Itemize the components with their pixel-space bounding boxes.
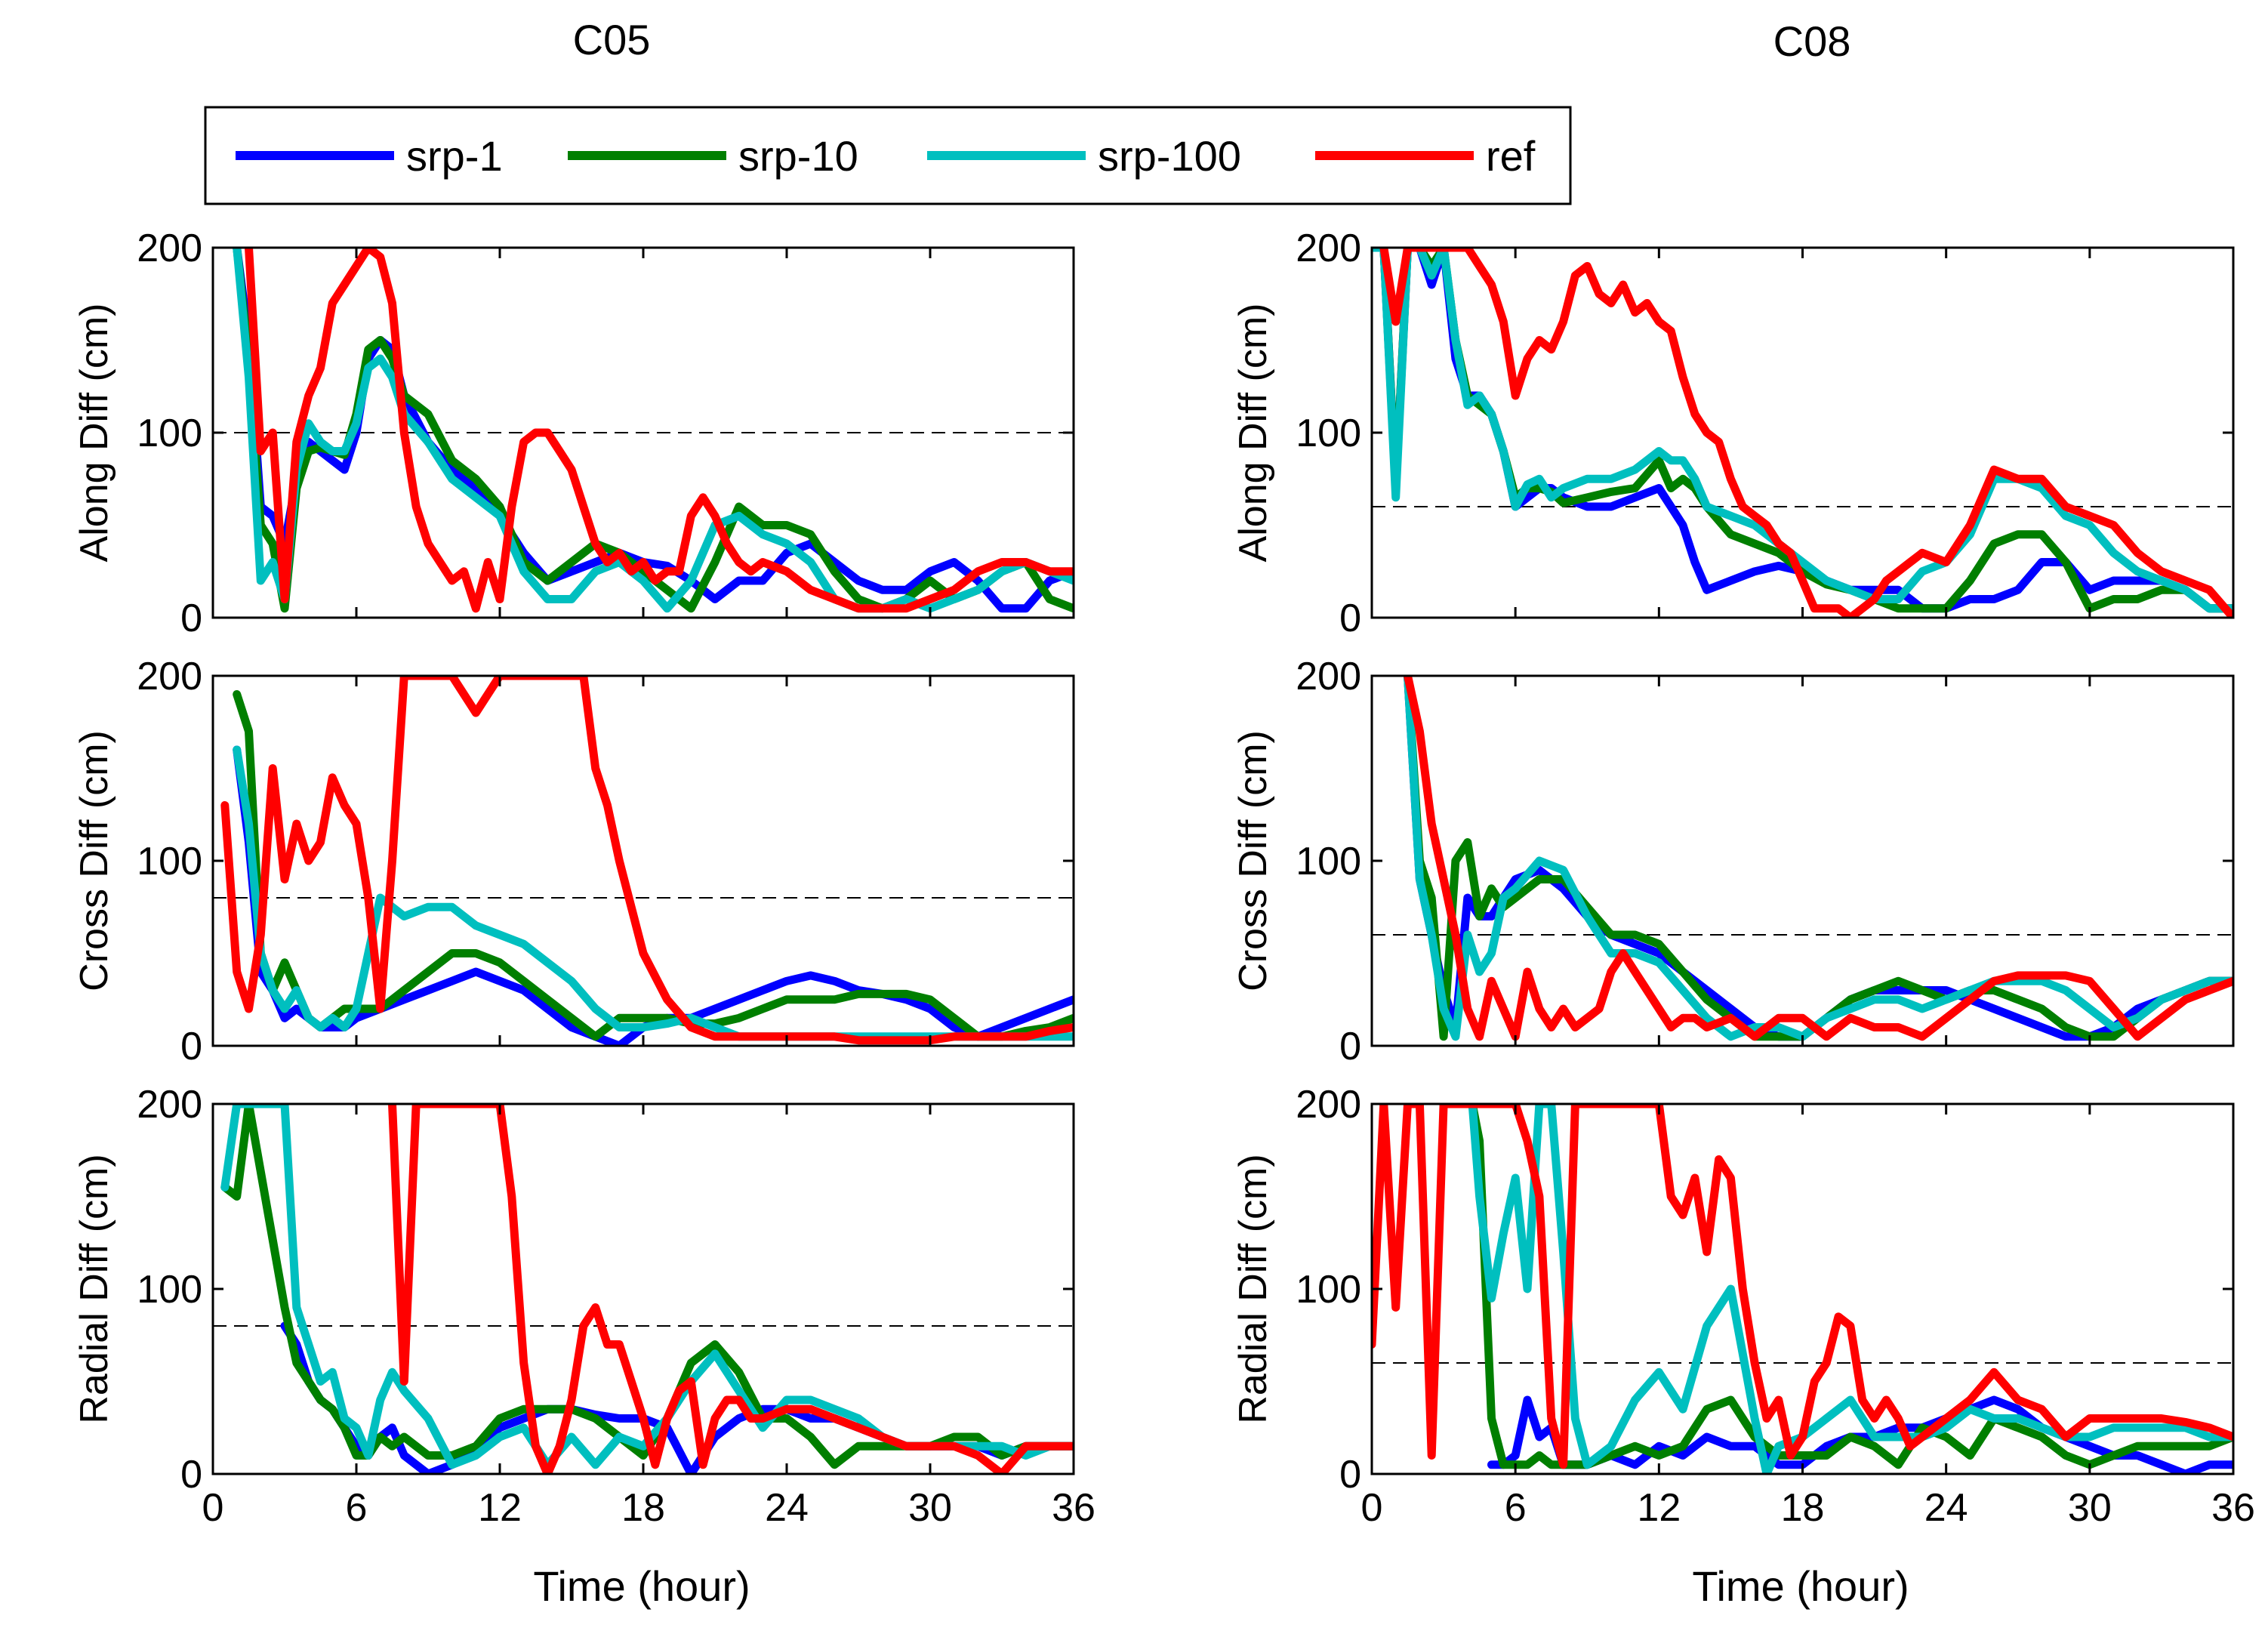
series-line-srp-10 [1404, 676, 2233, 1041]
y-tick-label: 200 [1296, 1083, 1361, 1127]
legend-label-srp-1: srp-1 [406, 132, 503, 180]
column-title-c08: C08 [1773, 17, 1851, 65]
y-tick-label: 200 [137, 655, 202, 698]
series-line-srp-100 [1372, 248, 2233, 613]
panel-c05-radial: 0 100 200 0 6 12 18 24 30 36 Radial Diff (cm) [72, 1083, 1095, 1530]
x-tick-label: 12 [478, 1486, 522, 1530]
y-tick-label: 0 [1339, 1025, 1361, 1068]
x-tick-label: 0 [202, 1486, 224, 1530]
x-tick-label: 24 [765, 1486, 809, 1530]
x-tick-label: 6 [1505, 1486, 1527, 1530]
y-axis-label: Along Diff (cm) [1231, 304, 1275, 563]
legend-label-srp-100: srp-100 [1098, 132, 1241, 180]
x-tick-label: 24 [1924, 1486, 1968, 1530]
panel-c08-cross: 0 100 200 Cross Diff (cm) [1231, 655, 2235, 1068]
series-group [220, 676, 1074, 1046]
panel-c08-along: 0 100 200 Along Diff (cm) [1231, 227, 2235, 640]
y-tick-label: 200 [1296, 655, 1361, 698]
y-tick-label: 0 [180, 597, 202, 640]
legend-label-srp-10: srp-10 [738, 132, 858, 180]
series-group [220, 1104, 1074, 1474]
x-tick-label: 30 [2068, 1486, 2112, 1530]
panel-c05-cross: 0 100 200 Cross Diff (cm) [72, 655, 1075, 1068]
x-tick-label: 6 [346, 1486, 368, 1530]
y-tick-label: 100 [137, 840, 202, 883]
y-axis-label: Along Diff (cm) [72, 304, 116, 563]
y-tick-label: 0 [180, 1453, 202, 1497]
y-tick-label: 100 [137, 412, 202, 455]
y-tick-label: 100 [137, 1268, 202, 1312]
plot-area [1372, 248, 2233, 618]
panel-c05-along: 0 100 200 Along Diff (cm) [72, 227, 1075, 640]
x-axis-label-c08: Time (hour) [1692, 1562, 1909, 1610]
series-line-srp-100 [1468, 1104, 2233, 1474]
panel-c08-radial: 0 100 200 0 6 12 18 24 30 36 Radial Diff (cm) [1231, 1083, 2255, 1530]
plot-area [1372, 1104, 2233, 1474]
series-line-ref [220, 676, 1074, 1045]
x-tick-label: 12 [1637, 1486, 1681, 1530]
y-axis-label: Cross Diff (cm) [1231, 730, 1275, 991]
column-title-c05: C05 [573, 16, 651, 63]
x-tick-label: 36 [1052, 1486, 1095, 1530]
series-line-ref [1372, 1104, 2233, 1469]
legend: srp-1 srp-10 srp-100 ref [204, 106, 1572, 205]
series-line-srp-100 [233, 248, 1074, 613]
plot-area [1372, 676, 2233, 1046]
series-line-ref [245, 248, 1074, 613]
legend-label-ref: ref [1486, 132, 1536, 180]
series-line-ref [388, 1104, 1074, 1474]
y-axis-label: Radial Diff (cm) [72, 1154, 116, 1423]
y-tick-label: 200 [1296, 227, 1361, 270]
y-axis-label: Radial Diff (cm) [1231, 1154, 1275, 1423]
y-tick-label: 200 [137, 227, 202, 270]
series-group [1372, 248, 2233, 618]
y-tick-label: 0 [180, 1025, 202, 1068]
plot-area [213, 676, 1074, 1046]
x-tick-label: 36 [2211, 1486, 2255, 1530]
series-group [1404, 676, 2233, 1041]
y-tick-label: 0 [1339, 597, 1361, 640]
y-tick-label: 100 [1296, 840, 1361, 883]
series-line-ref [1379, 248, 2233, 618]
y-tick-label: 200 [137, 1083, 202, 1127]
x-axis-label-c05: Time (hour) [533, 1562, 750, 1610]
series-group [233, 248, 1074, 613]
y-axis-label: Cross Diff (cm) [72, 730, 116, 991]
x-tick-label: 0 [1361, 1486, 1383, 1530]
y-tick-label: 100 [1296, 1268, 1361, 1312]
x-tick-label: 30 [908, 1486, 952, 1530]
series-line-ref [1404, 676, 2233, 1041]
x-tick-label: 18 [1781, 1486, 1825, 1530]
x-tick-label: 18 [621, 1486, 665, 1530]
y-tick-label: 0 [1339, 1453, 1361, 1497]
y-tick-label: 100 [1296, 412, 1361, 455]
